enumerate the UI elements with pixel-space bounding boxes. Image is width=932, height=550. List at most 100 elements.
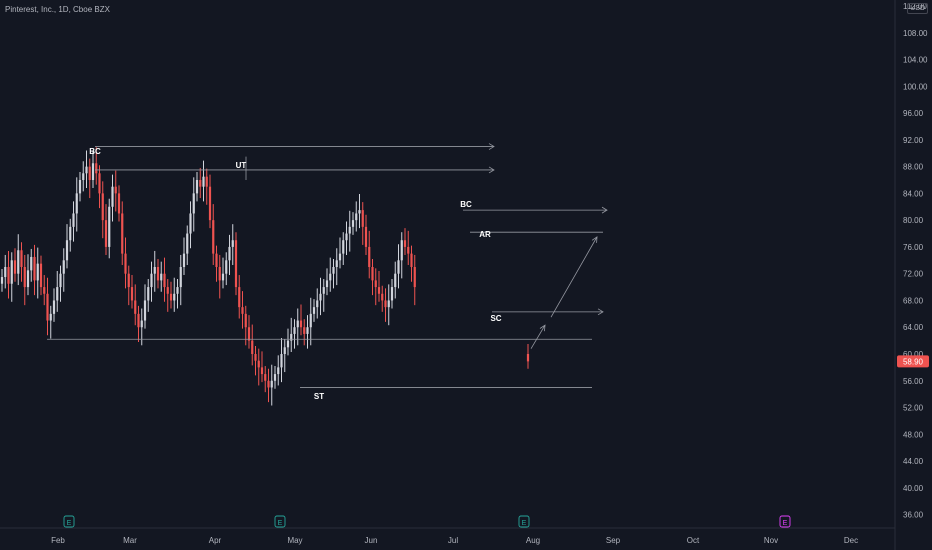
y-tick-label: 84.00 [903,189,924,198]
arrow-head [601,206,608,214]
candle-body [238,287,241,308]
candle-body [140,320,143,328]
candle-body [234,240,238,288]
candle-body [309,313,312,328]
candle-body [218,267,221,281]
earnings-marker-icon [63,515,75,528]
y-tick-label: 80.00 [903,216,924,225]
candle-body [88,166,91,180]
candle-body [127,273,130,288]
candle-body [39,263,43,288]
candle-body [303,327,306,334]
candle-body [410,253,413,267]
earnings-marker-icon [274,515,286,528]
candle-body [312,307,316,314]
candle-body [215,253,218,267]
wyckoff-label: AR [479,230,491,239]
candle-body [166,287,169,294]
candle-body [348,226,351,234]
candle-body [13,260,17,274]
candle-body [299,320,303,328]
candle-body [179,267,182,288]
candle-body [387,300,390,308]
candle-body [117,193,121,214]
candle-body [247,327,251,341]
candle-body [407,246,410,254]
candle-body [91,163,95,180]
candle-body [225,260,228,274]
currency-badge[interactable]: USD [907,3,928,14]
candle-body [342,240,345,254]
candle-body [121,213,124,254]
earnings-marker-icon [779,515,791,528]
candle-body [160,273,163,281]
y-tick-label: 92.00 [903,136,924,145]
candle-body [65,240,69,261]
candle-body [153,267,156,274]
candle-body [221,273,225,281]
earnings-marker-label: E [522,520,527,527]
candle-body [69,226,72,241]
y-tick-label: 68.00 [903,296,924,305]
candle-body [202,176,205,187]
candle-body [273,374,277,381]
candle-body [397,260,400,274]
y-tick-label: 72.00 [903,270,924,279]
x-tick-label: Jul [448,536,458,545]
candle-body [358,210,361,214]
candle-body [130,287,134,301]
last-price-label: 58.90 [903,357,924,366]
y-tick-label: 40.00 [903,484,924,493]
candle-body [364,226,368,247]
wyckoff-label: ST [314,392,324,401]
candle-body [280,354,283,368]
candle-body [7,267,10,284]
candle-body [43,287,46,294]
candle-body [205,176,208,187]
candle-body [267,380,270,388]
candle-body [286,340,290,348]
candle-body [241,307,244,314]
candle-body [98,173,101,194]
candle-body [62,260,65,274]
candle-body [17,250,20,274]
candle-body [325,280,329,288]
candle-body [56,287,59,301]
candle-body [293,327,296,334]
candle-body [75,193,78,214]
candle-body [0,277,4,284]
candle-body [95,163,98,174]
candle-body [277,367,280,375]
candle-body [403,240,407,247]
x-tick-label: Feb [51,536,65,545]
candle-body [111,186,114,207]
y-tick-label: 76.00 [903,243,924,252]
wyckoff-label: BC [460,200,472,209]
arrow-head [591,236,598,243]
candle-body [381,293,384,301]
earnings-marker-icon [518,515,530,528]
x-tick-label: Apr [209,536,222,545]
candle-body [345,233,348,241]
candle-body [264,374,267,381]
candle-body [49,313,52,321]
candle-body [156,267,160,281]
y-tick-label: 52.00 [903,404,924,413]
candle-body [72,213,75,227]
y-tick-label: 56.00 [903,377,924,386]
candle-body [296,320,299,328]
candle-body [20,250,23,267]
wyckoff-label: BC [89,147,101,156]
arrow-head [597,308,604,316]
x-tick-label: Mar [123,536,137,545]
x-tick-label: Sep [606,536,621,545]
candle-body [290,333,293,341]
candle-body [30,256,33,271]
candle-body [192,193,195,214]
candle-body [10,260,13,284]
last-price-badge [897,355,929,368]
chart-title: Pinterest, Inc., 1D, Cboe BZX [5,5,110,14]
arrow-head [488,143,495,150]
candle-body [189,213,192,234]
